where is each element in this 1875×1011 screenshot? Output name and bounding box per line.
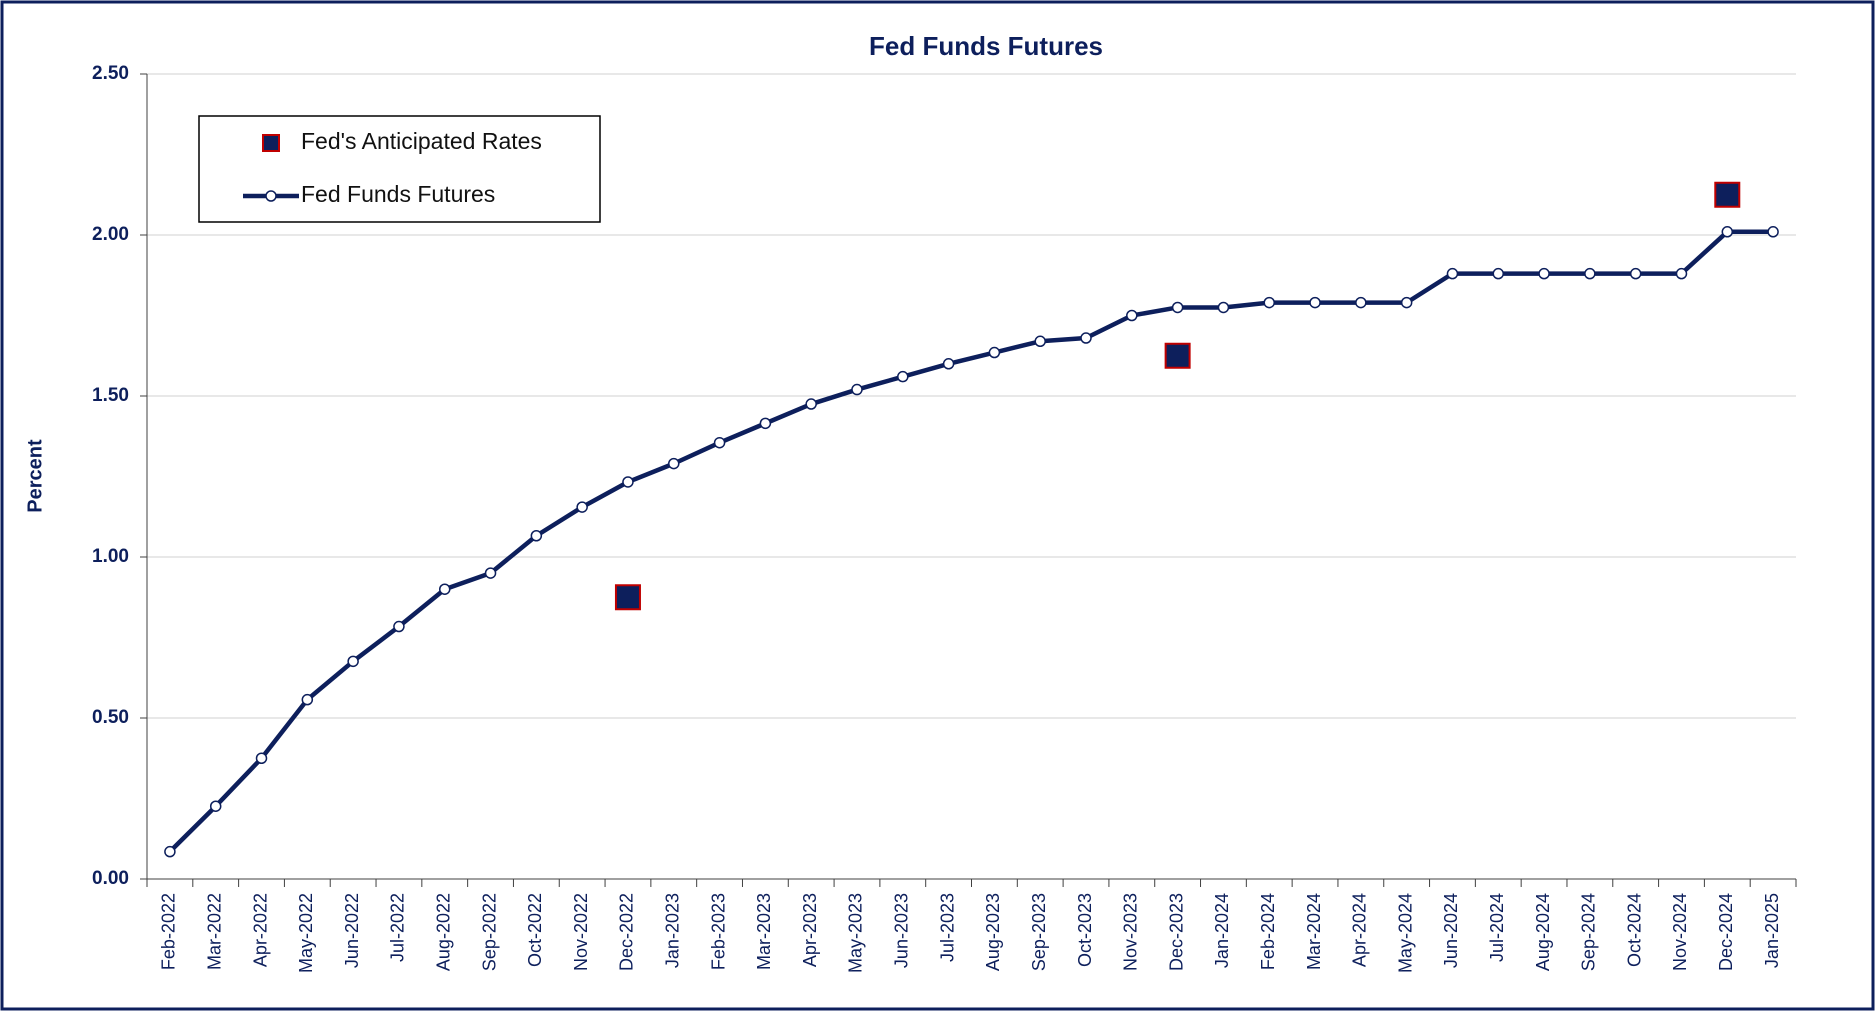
y-tick-label: 1.00 — [92, 546, 129, 567]
x-tick-label: Nov-2023 — [1121, 893, 1141, 971]
y-axis-label: Percent — [24, 439, 46, 513]
x-tick-label: Mar-2024 — [1304, 893, 1324, 970]
line-marker — [1400, 296, 1413, 309]
line — [168, 229, 1774, 854]
legend-box — [198, 115, 601, 223]
line-marker — [1355, 296, 1367, 309]
x-tick-label: Apr-2024 — [1350, 893, 1370, 967]
x-tick-label: Nov-2022 — [571, 893, 591, 971]
x-tick-label: Jul-2024 — [1487, 893, 1507, 962]
x-tick-label: Sep-2023 — [1029, 893, 1049, 971]
x-tick-label: Dec-2024 — [1716, 893, 1736, 971]
line-marker — [530, 529, 543, 542]
x-tick-label: Jun-2024 — [1441, 893, 1461, 968]
x-tick-label: Oct-2024 — [1624, 893, 1644, 967]
line-marker — [1309, 296, 1321, 309]
line-marker — [897, 370, 909, 383]
x-tick-label: Jul-2023 — [937, 893, 957, 962]
line-marker — [1126, 309, 1138, 322]
y-tick-label: 0.00 — [92, 868, 129, 889]
x-tick-label: May-2022 — [296, 893, 316, 973]
line-marker — [668, 457, 680, 470]
line-marker — [942, 358, 955, 370]
scatter-marker — [614, 584, 641, 611]
line-marker — [759, 417, 772, 430]
line-marker — [393, 620, 405, 633]
x-tick-label: Oct-2023 — [1075, 893, 1095, 967]
x-tick-label: Apr-2022 — [250, 893, 270, 967]
line-marker — [1492, 267, 1505, 280]
line-marker — [1767, 226, 1779, 238]
x-tick-label: May-2024 — [1395, 893, 1415, 973]
line-marker — [1675, 267, 1688, 280]
y-tick-label: 2.50 — [92, 63, 129, 84]
line-marker — [301, 693, 314, 706]
legend-label: Fed's Anticipated Rates — [301, 128, 542, 154]
x-tick-label: Nov-2024 — [1670, 893, 1690, 971]
line-marker — [1584, 267, 1596, 280]
x-tick-label: Feb-2022 — [159, 893, 179, 970]
line-marker — [713, 436, 726, 449]
line-marker — [347, 655, 359, 668]
line-marker — [255, 752, 268, 764]
legend-label: Fed Funds Futures — [301, 181, 495, 207]
line-marker — [988, 346, 1001, 359]
line-marker — [1721, 226, 1734, 238]
x-tick-label: Sep-2024 — [1579, 893, 1599, 971]
y-tick-label: 1.50 — [92, 385, 129, 406]
x-tick-label: Jan-2023 — [663, 893, 683, 968]
y-tick-label: 2.00 — [92, 224, 129, 245]
line-marker — [1034, 335, 1046, 348]
line-marker — [1629, 267, 1642, 280]
y-tick-label: 0.50 — [92, 707, 129, 728]
x-tick-label: Aug-2022 — [433, 893, 453, 971]
line-marker — [1446, 267, 1459, 280]
line-marker — [805, 398, 817, 410]
line-marker — [1263, 296, 1275, 309]
x-tick-label: Jan-2024 — [1212, 893, 1232, 968]
x-tick-label: Oct-2022 — [525, 893, 545, 967]
line-marker — [1217, 301, 1230, 314]
x-tick-label: May-2023 — [846, 893, 866, 973]
line-marker — [484, 567, 497, 579]
x-tick-label: Jun-2022 — [342, 893, 362, 968]
x-tick-label: Feb-2024 — [1258, 893, 1278, 970]
x-tick-label: Mar-2023 — [754, 893, 774, 970]
line-marker — [1538, 267, 1550, 280]
x-tick-label: Aug-2024 — [1533, 893, 1553, 971]
legend-marker — [265, 190, 277, 202]
line-marker — [1080, 332, 1092, 344]
legend-marker — [262, 134, 280, 152]
chart-title: Fed Funds Futures — [869, 31, 1103, 61]
line-marker — [209, 800, 222, 812]
x-tick-label: Jan-2025 — [1762, 893, 1782, 968]
line-marker — [622, 476, 634, 488]
x-tick-label: Dec-2023 — [1166, 893, 1186, 971]
x-tick-label: Feb-2023 — [708, 893, 728, 970]
x-tick-label: Dec-2022 — [617, 893, 637, 971]
x-tick-label: Jul-2022 — [388, 893, 408, 962]
x-tick-label: Mar-2022 — [204, 893, 224, 970]
x-tick-label: Jun-2023 — [892, 893, 912, 968]
x-tick-label: Sep-2022 — [479, 893, 499, 971]
line-marker — [164, 845, 176, 858]
x-tick-label: Aug-2023 — [983, 893, 1003, 971]
line-marker — [438, 583, 451, 595]
scatter-marker — [1164, 342, 1191, 369]
line-marker — [576, 501, 588, 513]
scatter-marker — [1714, 181, 1741, 208]
line-marker — [851, 383, 863, 396]
line-marker — [1171, 301, 1184, 314]
x-tick-label: Apr-2023 — [800, 893, 820, 967]
